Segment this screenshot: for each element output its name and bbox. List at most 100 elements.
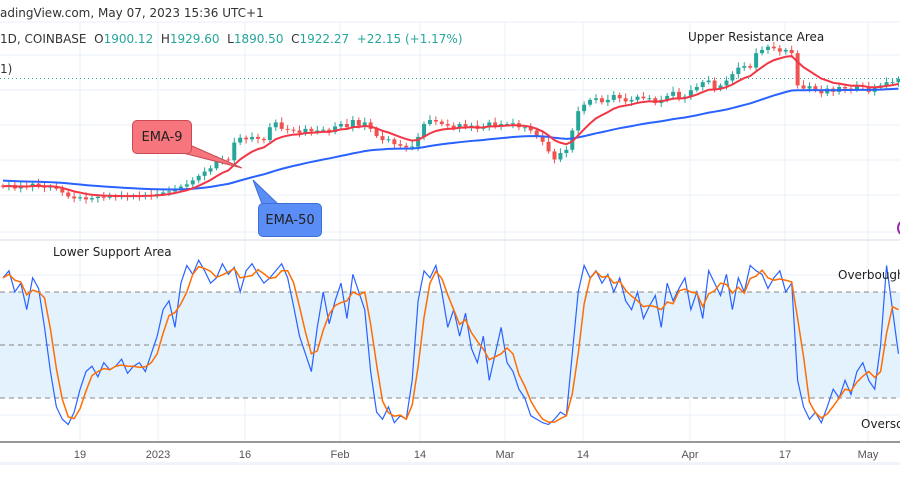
candle-body — [694, 86, 699, 91]
symbol-label: 1D, COINBASE — [0, 32, 87, 46]
x-tick-label: Apr — [681, 449, 699, 461]
candle-body — [688, 90, 693, 97]
candle-body — [783, 49, 788, 52]
candle-body — [558, 153, 563, 160]
candle-body — [398, 144, 403, 146]
candle-body — [285, 128, 290, 130]
x-tick-label: 14 — [576, 449, 590, 461]
candle-body — [760, 49, 765, 54]
candle-body — [854, 85, 859, 91]
open-value: 1900.12 — [103, 32, 154, 46]
candle-body — [333, 126, 338, 133]
x-tick-label: 14 — [413, 449, 427, 461]
source-line: adingView.com, May 07, 2023 15:36 UTC+1 — [0, 6, 264, 20]
candle-body — [238, 137, 243, 143]
candle-body — [344, 124, 349, 128]
ema50-callout: EMA-50 — [258, 203, 322, 237]
candle-body — [771, 46, 776, 49]
candle-body — [196, 175, 201, 181]
candle-body — [677, 91, 682, 99]
candle-body — [78, 197, 83, 199]
candle-body — [748, 66, 753, 68]
high-value: 1929.60 — [169, 32, 220, 46]
candle-body — [819, 90, 824, 94]
high-label: H — [160, 32, 170, 46]
candle-body — [564, 149, 569, 154]
candle-body — [309, 128, 314, 132]
candle-body — [451, 125, 456, 129]
candle-body — [84, 197, 89, 200]
candle-body — [576, 111, 581, 131]
candle-body — [445, 124, 450, 126]
candle-body — [611, 95, 616, 100]
candle-body — [350, 120, 355, 128]
candle-body — [291, 129, 296, 131]
indicator-legend: 1) — [0, 62, 13, 76]
candle-body — [795, 53, 800, 86]
candle-body — [392, 139, 397, 145]
overbought-label: Overbought — [838, 268, 900, 282]
candle-body — [582, 104, 587, 112]
candle-body — [546, 141, 551, 152]
low-label: L — [227, 32, 234, 46]
candle-body — [72, 196, 77, 199]
candle-body — [635, 96, 640, 100]
candle-body — [89, 198, 94, 200]
candle-body — [463, 124, 468, 127]
candle-body — [190, 180, 195, 185]
candle-body — [255, 136, 260, 139]
candle-body — [404, 145, 409, 148]
candle-body — [184, 184, 189, 187]
k-line — [2, 258, 900, 426]
candle-body — [356, 120, 361, 126]
candle-body — [374, 128, 379, 137]
close-value: 1922.27 — [299, 32, 350, 46]
candle-body — [422, 124, 427, 137]
candle-body — [813, 86, 818, 91]
candle-body — [765, 46, 770, 50]
candle-body — [60, 188, 65, 193]
ema50-callout-pointer — [252, 179, 280, 205]
candle-body — [303, 128, 308, 133]
upper-resistance-label: Upper Resistance Area — [688, 30, 825, 44]
candle-body — [208, 168, 213, 172]
candle-body — [279, 122, 284, 129]
candle-body — [321, 129, 326, 131]
candle-body — [226, 159, 231, 161]
candle-body — [552, 151, 557, 160]
candle-body — [95, 196, 100, 199]
candle-body — [807, 86, 812, 89]
x-tick-label: May — [857, 449, 879, 461]
candle-body — [493, 122, 498, 127]
ema9-callout: EMA-9 — [132, 120, 192, 154]
candle-body — [884, 82, 889, 86]
candle-body — [457, 124, 462, 129]
candle-body — [439, 121, 444, 125]
candle-body — [510, 123, 515, 125]
x-tick-label: Mar — [495, 449, 515, 461]
bottom-border — [0, 462, 900, 465]
candle-body — [777, 48, 782, 52]
candle-body — [362, 122, 367, 126]
candle-body — [107, 196, 112, 198]
candle-body — [594, 98, 598, 100]
candle-body — [522, 127, 527, 129]
candle-body — [202, 171, 207, 176]
candle-body — [706, 80, 711, 83]
candle-body — [339, 124, 344, 127]
oversold-label: Overso — [861, 417, 900, 431]
low-value: 1890.50 — [233, 32, 284, 46]
candle-body — [261, 138, 266, 141]
candle-body — [671, 91, 676, 96]
candle-body — [647, 98, 652, 100]
candle-body — [232, 142, 237, 161]
candle-body — [588, 99, 593, 105]
candle-body — [754, 53, 759, 68]
candle-body — [273, 122, 278, 128]
ema50-line — [2, 87, 899, 191]
candle-body — [1, 185, 5, 187]
candle-body — [178, 186, 183, 189]
marker-circle — [897, 221, 900, 235]
